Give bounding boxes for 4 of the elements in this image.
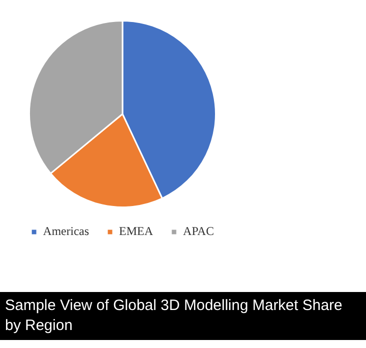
- legend-label: Americas: [43, 224, 90, 238]
- legend-label: APAC: [183, 224, 214, 238]
- text: Sample View of Global 3D Modelling Market Share by Region: [0, 292, 366, 340]
- legend-label: EMEA: [119, 224, 154, 238]
